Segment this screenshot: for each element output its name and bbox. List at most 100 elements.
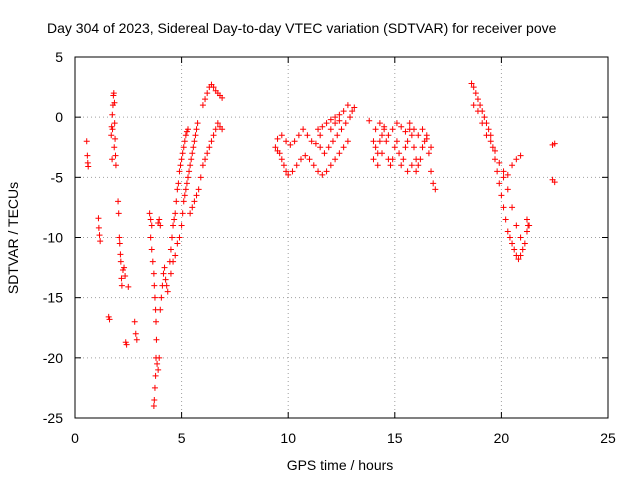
data-point (125, 283, 132, 290)
data-point (485, 126, 492, 133)
data-point (325, 144, 332, 151)
data-point (496, 159, 503, 166)
data-point (170, 222, 177, 229)
data-point (283, 138, 290, 145)
data-point (332, 120, 339, 127)
data-point (419, 144, 426, 151)
data-point (391, 144, 398, 151)
data-point (164, 288, 171, 295)
data-point (167, 270, 174, 277)
data-point (118, 282, 125, 289)
data-point (417, 156, 424, 163)
data-point (389, 156, 396, 163)
data-point (272, 144, 279, 151)
data-point (208, 138, 215, 145)
data-point (287, 141, 294, 148)
data-point (191, 198, 198, 205)
data-point (204, 90, 211, 97)
data-point (432, 186, 439, 193)
data-point (472, 90, 479, 97)
data-point (419, 126, 426, 133)
data-point (195, 186, 202, 193)
data-point (504, 228, 511, 235)
y-tick-label: 0 (55, 109, 63, 125)
data-point (187, 162, 194, 169)
data-point (181, 138, 188, 145)
data-point (340, 144, 347, 151)
data-point (179, 150, 186, 157)
data-point (315, 126, 322, 133)
data-point (317, 132, 324, 139)
data-point (483, 132, 490, 139)
data-point (187, 210, 194, 217)
data-point (219, 94, 226, 101)
data-point (336, 117, 343, 124)
data-point (400, 156, 407, 163)
data-point (96, 232, 103, 239)
data-point (85, 163, 92, 170)
data-point (193, 126, 200, 133)
data-point (509, 240, 516, 247)
data-point (274, 135, 281, 142)
data-point (278, 156, 285, 163)
data-point (156, 216, 163, 223)
data-point (500, 174, 507, 181)
data-point (202, 96, 209, 103)
data-point (174, 240, 181, 247)
data-point (210, 132, 217, 139)
x-tick-label: 0 (71, 430, 79, 446)
data-point (155, 366, 162, 373)
data-point (293, 162, 300, 169)
y-tick-label: 5 (55, 49, 63, 65)
data-point (306, 156, 313, 163)
data-point (295, 132, 302, 139)
data-point (291, 138, 298, 145)
data-point (402, 128, 409, 135)
data-point (147, 234, 154, 241)
data-point (319, 171, 326, 178)
data-point (157, 222, 164, 229)
data-point (192, 132, 199, 139)
data-point (179, 210, 186, 217)
data-point (300, 126, 307, 133)
data-point (109, 111, 116, 118)
data-point (406, 120, 413, 127)
data-point (112, 152, 119, 159)
data-point (186, 168, 193, 175)
data-point (509, 204, 516, 211)
data-point (174, 186, 181, 193)
data-point (151, 294, 158, 301)
data-point (492, 147, 499, 154)
y-tick-label: -20 (43, 350, 63, 366)
data-point (133, 336, 140, 343)
data-point (338, 126, 345, 133)
data-point (370, 138, 377, 145)
data-point (121, 264, 128, 271)
data-point (372, 144, 379, 151)
data-point (108, 132, 115, 139)
data-point (176, 168, 183, 175)
data-point (404, 138, 411, 145)
x-tick-label: 20 (494, 430, 510, 446)
data-point (181, 192, 188, 199)
data-point (389, 126, 396, 133)
data-point (146, 210, 153, 217)
data-point (206, 144, 213, 151)
data-point (504, 171, 511, 178)
data-point (118, 275, 125, 282)
data-point (110, 90, 117, 97)
data-point (323, 120, 330, 127)
data-point (376, 120, 383, 127)
data-point (123, 341, 130, 348)
data-point (398, 123, 405, 130)
data-point (219, 126, 226, 133)
data-point (470, 84, 477, 91)
data-point (189, 204, 196, 211)
data-point (151, 384, 158, 391)
data-point (317, 144, 324, 151)
data-point (332, 156, 339, 163)
data-point (151, 396, 158, 403)
data-point (410, 144, 417, 151)
data-point (304, 132, 311, 139)
